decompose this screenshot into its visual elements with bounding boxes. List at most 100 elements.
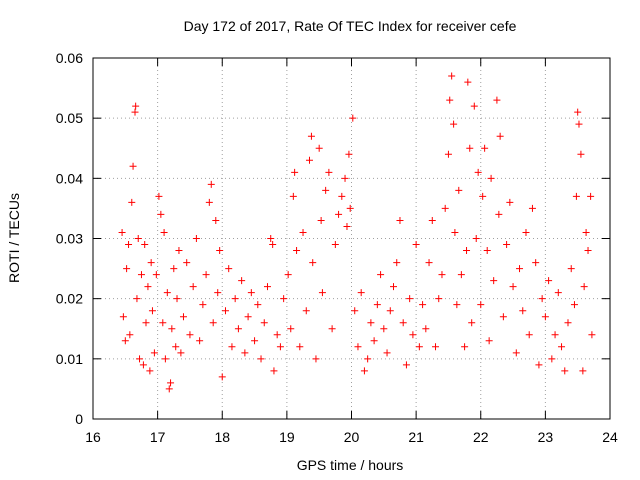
data-point xyxy=(453,301,461,309)
data-point xyxy=(495,210,503,218)
data-point xyxy=(351,307,359,315)
data-point xyxy=(402,361,410,369)
data-point xyxy=(212,216,220,224)
data-point xyxy=(528,204,536,212)
data-point xyxy=(218,373,226,381)
data-point xyxy=(485,337,493,345)
chart-title: Day 172 of 2017, Rate Of TEC Index for r… xyxy=(184,18,517,34)
data-point xyxy=(118,228,126,236)
data-point xyxy=(393,259,401,267)
y-tick-label: 0 xyxy=(75,411,83,427)
data-point xyxy=(512,349,520,357)
data-point xyxy=(172,343,180,351)
data-point xyxy=(234,325,242,333)
data-point xyxy=(317,216,325,224)
y-axis-label: ROTI / TECUs xyxy=(6,193,22,283)
data-point xyxy=(461,343,469,351)
x-axis-label: GPS time / hours xyxy=(297,457,404,473)
data-point xyxy=(214,289,222,297)
data-point xyxy=(519,307,527,315)
data-point xyxy=(575,120,583,128)
data-point xyxy=(328,325,336,333)
data-point xyxy=(152,271,160,279)
data-point xyxy=(216,247,224,255)
data-points xyxy=(118,72,596,393)
data-point xyxy=(309,259,317,267)
data-point xyxy=(564,319,572,327)
data-point xyxy=(136,355,144,363)
x-tick-label: 24 xyxy=(602,429,618,445)
data-point xyxy=(455,186,463,194)
data-point xyxy=(481,144,489,152)
data-point xyxy=(221,307,229,315)
data-point xyxy=(157,210,165,218)
data-point xyxy=(441,204,449,212)
data-point xyxy=(450,120,458,128)
data-point xyxy=(315,144,323,152)
data-point xyxy=(163,289,171,297)
data-point xyxy=(139,361,147,369)
data-point xyxy=(175,247,183,255)
x-tick-label: 18 xyxy=(214,429,230,445)
data-point xyxy=(254,301,262,309)
data-point xyxy=(545,277,553,285)
data-point xyxy=(318,289,326,297)
data-point xyxy=(582,228,590,236)
data-point xyxy=(468,319,476,327)
y-tick-label: 0.01 xyxy=(56,351,83,367)
data-point xyxy=(225,265,233,273)
data-point xyxy=(499,313,507,321)
data-point xyxy=(422,325,430,333)
data-point xyxy=(354,343,362,351)
data-point xyxy=(396,216,404,224)
data-point xyxy=(551,331,559,339)
data-point xyxy=(522,228,530,236)
data-point xyxy=(263,283,271,291)
data-point xyxy=(532,259,540,267)
data-point xyxy=(525,331,533,339)
data-point xyxy=(269,241,277,249)
data-point xyxy=(322,186,330,194)
data-point xyxy=(570,301,578,309)
data-point xyxy=(472,235,480,242)
data-point xyxy=(247,289,255,297)
data-point xyxy=(448,72,456,80)
data-point xyxy=(183,259,191,267)
data-point xyxy=(487,174,495,182)
data-point xyxy=(428,216,436,224)
data-point xyxy=(415,343,423,351)
data-point xyxy=(587,192,595,200)
data-point xyxy=(446,96,454,104)
data-point xyxy=(554,289,562,297)
data-point xyxy=(574,108,582,116)
data-point xyxy=(438,271,446,279)
data-point xyxy=(155,192,163,200)
data-point xyxy=(121,337,129,345)
data-point xyxy=(177,349,185,357)
data-point xyxy=(548,355,556,363)
data-point xyxy=(131,108,139,116)
x-tick-label: 20 xyxy=(344,429,360,445)
data-point xyxy=(463,247,471,255)
data-point xyxy=(412,241,420,249)
data-point xyxy=(142,319,150,327)
data-point xyxy=(244,313,252,321)
x-tick-label: 19 xyxy=(279,429,295,445)
data-point xyxy=(167,379,175,387)
data-point xyxy=(435,295,443,303)
data-point xyxy=(390,283,398,291)
data-point xyxy=(137,271,145,279)
y-tick-label: 0.04 xyxy=(56,170,83,186)
data-point xyxy=(516,265,524,273)
data-point xyxy=(119,313,127,321)
data-point xyxy=(470,102,478,110)
data-point xyxy=(160,228,168,236)
data-point xyxy=(579,367,587,375)
x-tick-label: 16 xyxy=(85,429,101,445)
data-point xyxy=(425,259,433,267)
data-point xyxy=(192,235,200,242)
data-point xyxy=(280,295,288,303)
data-point xyxy=(349,114,357,122)
data-point xyxy=(503,241,511,249)
